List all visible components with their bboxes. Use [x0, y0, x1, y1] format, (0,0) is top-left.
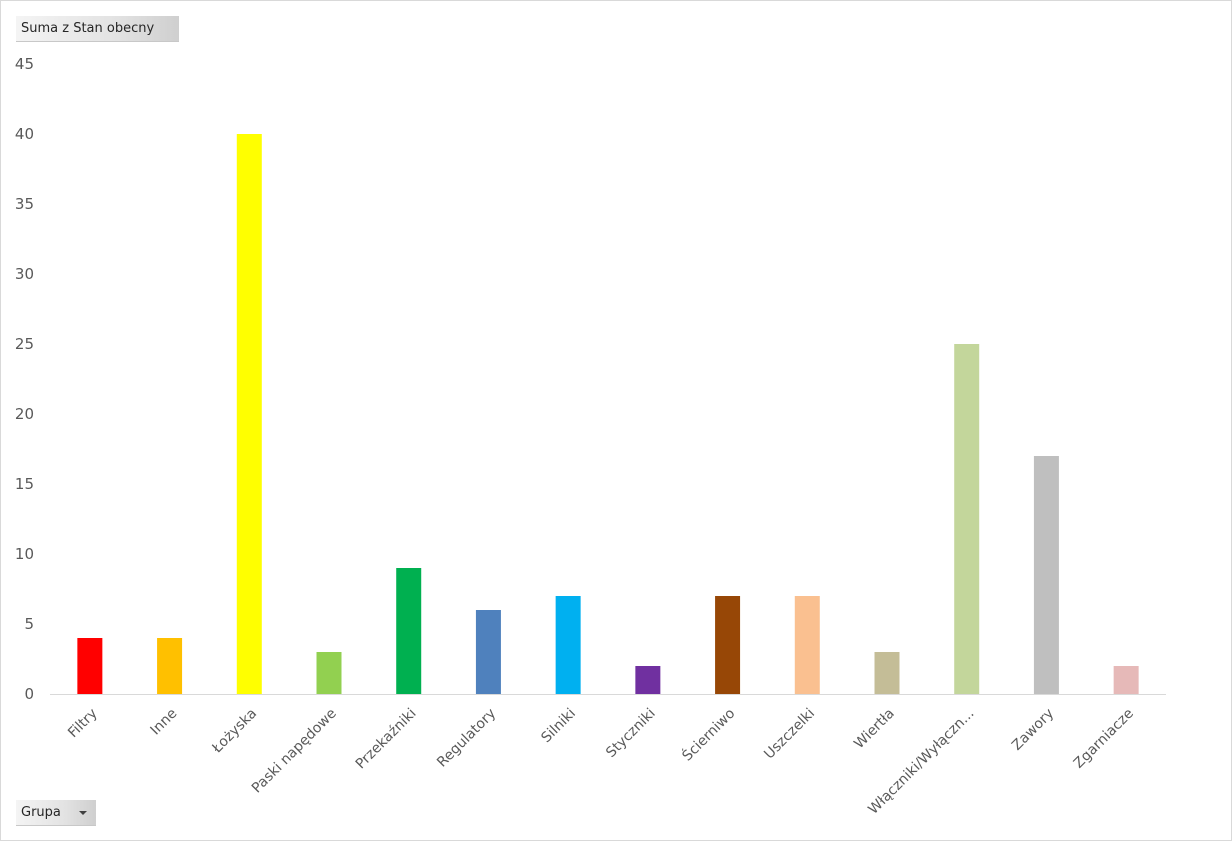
- x-category-label: Ścierniwo: [678, 704, 738, 764]
- x-category-label: Filtry: [65, 706, 101, 742]
- axis-field-filter-button[interactable]: Grupa: [16, 800, 96, 826]
- bar[interactable]: [475, 610, 501, 694]
- bar[interactable]: [77, 638, 103, 694]
- x-category-label: Przekaźniki: [353, 706, 420, 773]
- x-category-label: Łożyska: [209, 706, 260, 757]
- x-category-label: Regulatory: [434, 706, 499, 771]
- bar[interactable]: [236, 134, 262, 694]
- bar[interactable]: [1113, 666, 1139, 694]
- y-tick-label: 40: [15, 125, 34, 143]
- value-field-label: Suma z Stan obecny: [21, 21, 155, 36]
- y-tick-label: 20: [15, 405, 34, 423]
- x-category-label: Uszczelki: [761, 706, 818, 763]
- x-category-label: Paski napędowe: [249, 706, 340, 797]
- bar[interactable]: [157, 638, 183, 694]
- bar[interactable]: [1033, 456, 1059, 694]
- value-field-button[interactable]: Suma z Stan obecny: [16, 16, 179, 42]
- bar[interactable]: [874, 652, 900, 694]
- y-tick-label: 35: [15, 195, 34, 213]
- y-tick-label: 45: [15, 55, 34, 73]
- y-tick-label: 10: [15, 545, 34, 563]
- y-tick-label: 25: [15, 335, 34, 353]
- bar[interactable]: [396, 568, 422, 694]
- bar[interactable]: [555, 596, 581, 694]
- bar[interactable]: [316, 652, 342, 694]
- y-tick-label: 15: [15, 475, 34, 493]
- y-axis-ticks: 0 5 10 15 20 25 30 35 40 45: [15, 55, 34, 703]
- y-tick-label: 5: [24, 615, 34, 633]
- bar[interactable]: [715, 596, 741, 694]
- y-tick-label: 30: [15, 265, 34, 283]
- x-category-label: Zawory: [1009, 706, 1057, 754]
- x-category-label: Wiertła: [851, 706, 898, 753]
- dropdown-arrow-icon[interactable]: [79, 811, 87, 815]
- y-tick-label: 0: [24, 685, 34, 703]
- bar[interactable]: [954, 344, 980, 694]
- x-category-label: Inne: [148, 706, 181, 739]
- bars: [77, 134, 1139, 694]
- x-category-label: Styczniki: [603, 706, 658, 761]
- bar[interactable]: [794, 596, 820, 694]
- x-category-label: Zgarniacze: [1071, 706, 1137, 772]
- x-category-label: Silniki: [538, 706, 579, 747]
- axis-field-label: Grupa: [21, 805, 61, 820]
- bar[interactable]: [635, 666, 661, 694]
